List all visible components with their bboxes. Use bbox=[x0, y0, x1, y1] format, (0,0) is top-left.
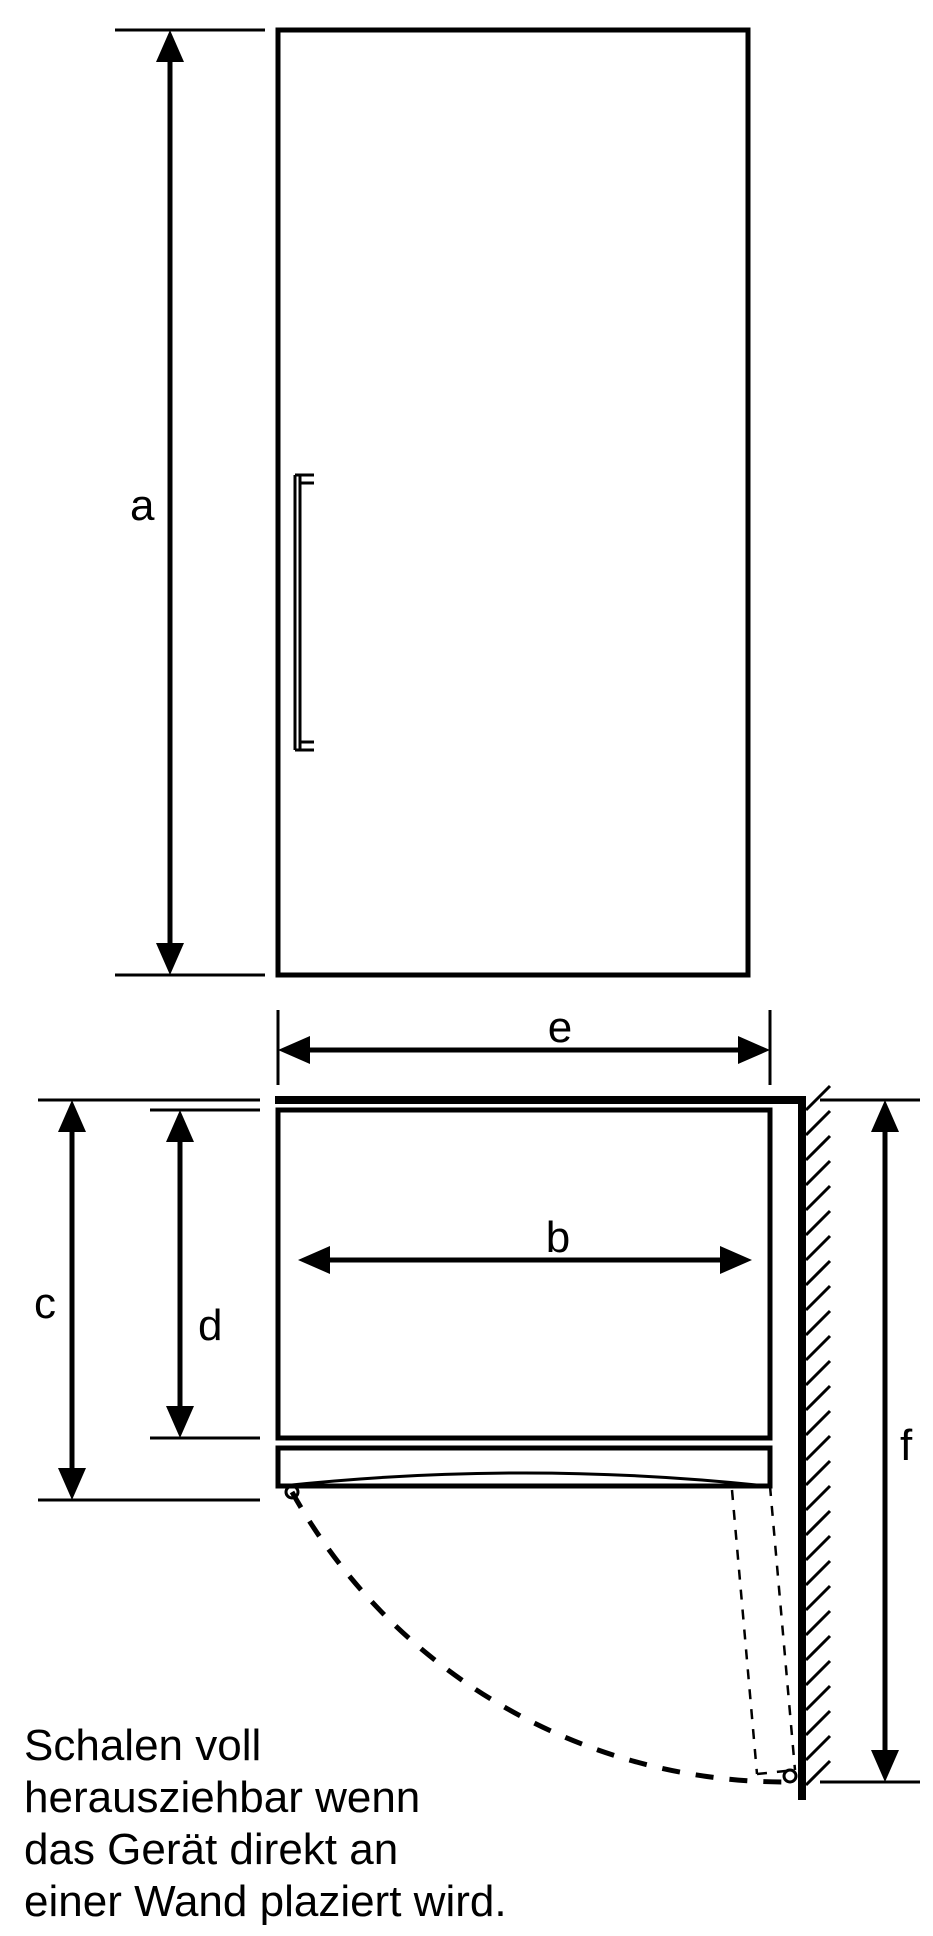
side-wall bbox=[802, 1086, 830, 1800]
label-b: b bbox=[546, 1213, 570, 1262]
dimension-d: d bbox=[150, 1110, 260, 1438]
appliance-dimensions-diagram: a e bbox=[0, 0, 933, 1936]
door-open-phantom bbox=[732, 1486, 795, 1774]
label-d: d bbox=[198, 1301, 222, 1350]
dimension-f: f bbox=[820, 1100, 920, 1782]
wall-hatching bbox=[806, 1086, 830, 1785]
dimension-e: e bbox=[278, 1003, 770, 1085]
top-body-outline bbox=[278, 1110, 770, 1438]
label-a: a bbox=[130, 481, 155, 530]
caption-block: Schalen voll herausziehbar wenn das Gerä… bbox=[24, 1721, 507, 1926]
caption-line-4: einer Wand plaziert wird. bbox=[24, 1877, 507, 1926]
label-f: f bbox=[900, 1421, 913, 1470]
door-handle bbox=[295, 475, 314, 750]
dimension-b: b bbox=[298, 1213, 752, 1274]
caption-line-2: herausziehbar wenn bbox=[24, 1773, 420, 1822]
caption-line-3: das Gerät direkt an bbox=[24, 1825, 398, 1874]
top-door-closed bbox=[278, 1448, 770, 1486]
door-swing-arc bbox=[292, 1492, 784, 1782]
label-e: e bbox=[548, 1003, 572, 1052]
caption-line-1: Schalen voll bbox=[24, 1721, 261, 1770]
front-outline bbox=[278, 30, 748, 975]
label-c: c bbox=[34, 1279, 56, 1328]
dimension-c: c bbox=[34, 1100, 260, 1500]
dimension-a: a bbox=[115, 30, 265, 975]
